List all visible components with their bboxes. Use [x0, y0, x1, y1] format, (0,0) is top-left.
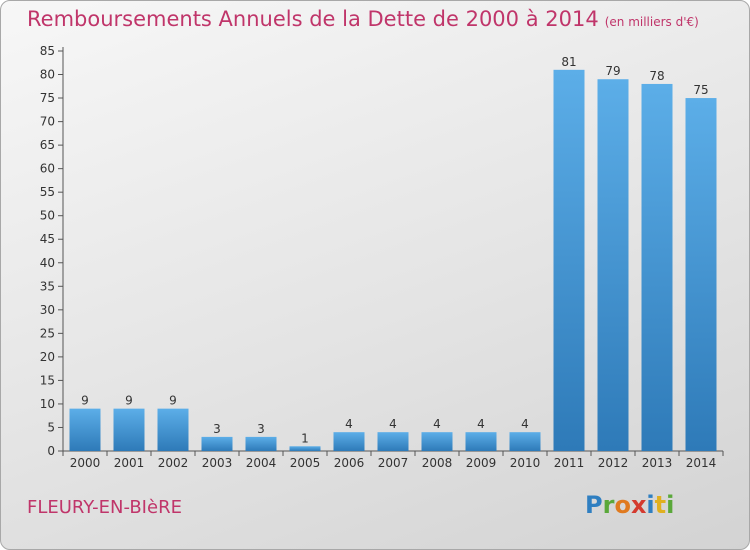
- logo-letter: i: [666, 491, 675, 519]
- x-tick-label-2013: 2013: [642, 456, 673, 470]
- bar-2008: [421, 432, 453, 451]
- data-label-2014: 75: [693, 83, 708, 97]
- x-tick-label-2003: 2003: [202, 456, 233, 470]
- x-tick-label-2014: 2014: [686, 456, 717, 470]
- logo-letter: x: [630, 491, 647, 519]
- x-tick-label-2009: 2009: [466, 456, 497, 470]
- chart-subtitle: (en milliers d'€): [604, 15, 699, 29]
- data-label-2001: 9: [125, 394, 133, 408]
- bar-2014: [685, 98, 717, 451]
- y-tick-label: 65: [40, 138, 55, 152]
- x-tick-label-2012: 2012: [598, 456, 629, 470]
- y-tick-label: 25: [40, 326, 55, 340]
- data-label-2006: 4: [345, 417, 353, 431]
- logo-letter: t: [654, 491, 667, 519]
- data-label-2003: 3: [213, 422, 221, 436]
- commune-name: FLEURY-EN-BIèRE: [27, 497, 182, 518]
- y-tick-label: 40: [40, 256, 55, 270]
- chart-title: Remboursements Annuels de la Dette de 20…: [27, 7, 699, 31]
- y-tick-label: 5: [47, 420, 55, 434]
- data-label-2012: 79: [605, 64, 620, 78]
- bar-2009: [465, 432, 497, 451]
- bar-2000: [69, 408, 101, 451]
- logo-letter: i: [646, 491, 655, 519]
- bar-2006: [333, 432, 365, 451]
- bar-2007: [377, 432, 409, 451]
- data-label-2010: 4: [521, 417, 529, 431]
- y-tick-label: 10: [40, 397, 55, 411]
- y-tick-label: 45: [40, 232, 55, 246]
- y-tick-label: 80: [40, 68, 55, 82]
- x-tick-label-2007: 2007: [378, 456, 409, 470]
- bar-2003: [201, 436, 233, 451]
- x-tick-label-2010: 2010: [510, 456, 541, 470]
- y-tick-label: 35: [40, 279, 55, 293]
- y-tick-label: 0: [47, 444, 55, 458]
- data-label-2013: 78: [649, 69, 664, 83]
- data-label-2000: 9: [81, 394, 89, 408]
- title-text: Remboursements Annuels de la Dette de 20…: [27, 7, 599, 31]
- logo-letter: r: [602, 491, 615, 519]
- bar-2001: [113, 408, 145, 451]
- bar-2002: [157, 408, 189, 451]
- y-tick-label: 55: [40, 185, 55, 199]
- proxiti-logo: Proxiti: [585, 491, 674, 519]
- y-tick-label: 70: [40, 115, 55, 129]
- bar-2010: [509, 432, 541, 451]
- x-tick-label-2008: 2008: [422, 456, 453, 470]
- data-label-2008: 4: [433, 417, 441, 431]
- y-tick-label: 30: [40, 303, 55, 317]
- x-tick-label-2005: 2005: [290, 456, 321, 470]
- bar-2005: [289, 446, 321, 451]
- x-tick-label-2011: 2011: [554, 456, 585, 470]
- data-label-2002: 9: [169, 394, 177, 408]
- y-tick-label: 15: [40, 373, 55, 387]
- logo-letter: o: [614, 491, 631, 519]
- x-tick-label-2002: 2002: [158, 456, 189, 470]
- bar-2012: [597, 79, 629, 451]
- y-tick-label: 75: [40, 91, 55, 105]
- data-label-2009: 4: [477, 417, 485, 431]
- y-tick-label: 20: [40, 350, 55, 364]
- logo-letter: P: [585, 491, 603, 519]
- data-label-2004: 3: [257, 422, 265, 436]
- bar-2004: [245, 436, 277, 451]
- data-label-2011: 81: [561, 55, 576, 69]
- x-tick-label-2001: 2001: [114, 456, 145, 470]
- data-label-2005: 1: [301, 431, 309, 445]
- bar-2011: [553, 69, 585, 451]
- data-label-2007: 4: [389, 417, 397, 431]
- y-tick-label: 60: [40, 162, 55, 176]
- y-tick-label: 50: [40, 209, 55, 223]
- x-tick-label-2000: 2000: [70, 456, 101, 470]
- y-tick-label: 85: [40, 44, 55, 58]
- bar-2013: [641, 83, 673, 452]
- x-tick-label-2004: 2004: [246, 456, 277, 470]
- x-tick-label-2006: 2006: [334, 456, 365, 470]
